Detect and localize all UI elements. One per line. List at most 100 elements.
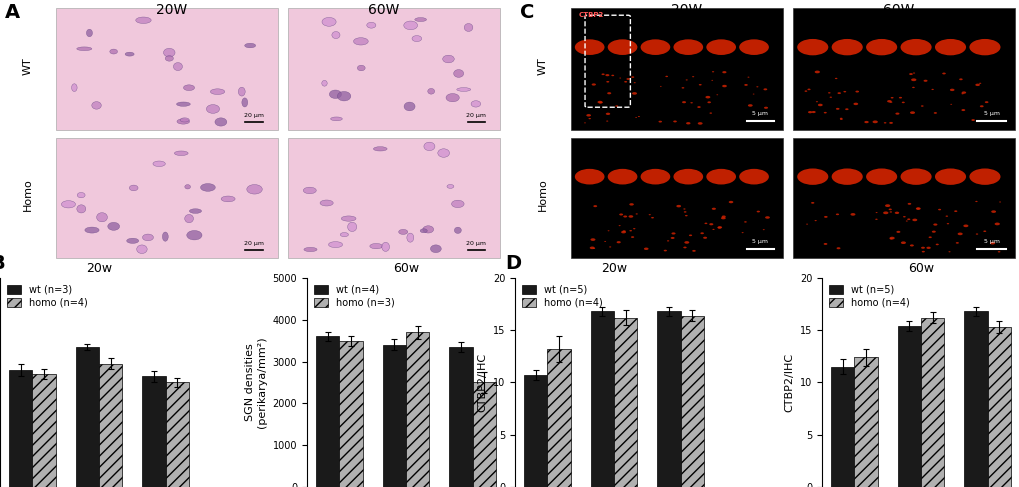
Circle shape [605, 112, 609, 115]
Circle shape [608, 246, 610, 247]
Circle shape [631, 76, 634, 78]
Text: 20 μm: 20 μm [466, 241, 486, 246]
Circle shape [958, 78, 962, 80]
Circle shape [950, 104, 951, 105]
Circle shape [619, 77, 621, 78]
Circle shape [728, 201, 733, 203]
Bar [75, 347, 99, 487]
Circle shape [605, 81, 608, 83]
Circle shape [920, 247, 924, 249]
Bar [657, 311, 680, 487]
Ellipse shape [412, 36, 421, 41]
Circle shape [747, 76, 749, 78]
Circle shape [906, 219, 909, 220]
Circle shape [705, 39, 736, 55]
Circle shape [592, 248, 594, 249]
Circle shape [836, 108, 839, 110]
Circle shape [804, 91, 807, 92]
Circle shape [629, 230, 632, 231]
Circle shape [839, 118, 842, 120]
Circle shape [884, 204, 890, 207]
Ellipse shape [424, 142, 434, 150]
Circle shape [633, 82, 635, 83]
Ellipse shape [163, 48, 175, 57]
Legend: wt (n=4), homo (n=3): wt (n=4), homo (n=3) [312, 283, 396, 310]
Text: CTBP2: CTBP2 [579, 12, 603, 18]
Ellipse shape [303, 187, 316, 194]
Ellipse shape [330, 117, 342, 121]
Circle shape [697, 106, 700, 108]
Circle shape [974, 201, 976, 202]
Circle shape [739, 169, 768, 185]
Circle shape [915, 207, 920, 210]
Bar [680, 316, 703, 487]
Ellipse shape [174, 151, 187, 155]
Circle shape [889, 122, 892, 124]
Circle shape [835, 213, 839, 215]
Ellipse shape [206, 105, 219, 113]
Circle shape [921, 251, 924, 252]
Ellipse shape [304, 247, 317, 252]
Circle shape [716, 226, 721, 228]
Circle shape [814, 71, 819, 74]
Circle shape [942, 73, 945, 75]
Circle shape [797, 169, 827, 185]
Circle shape [648, 214, 650, 215]
Circle shape [889, 238, 892, 240]
Circle shape [692, 250, 695, 252]
Circle shape [835, 78, 837, 79]
Bar [406, 332, 429, 487]
Ellipse shape [61, 201, 75, 208]
Ellipse shape [76, 47, 92, 51]
Circle shape [894, 212, 899, 214]
Circle shape [705, 96, 709, 98]
Circle shape [910, 78, 915, 81]
Circle shape [890, 97, 893, 98]
Circle shape [968, 39, 1000, 56]
Circle shape [945, 216, 947, 217]
Circle shape [702, 237, 706, 239]
Y-axis label: CTBP2/IHC: CTBP2/IHC [477, 353, 487, 412]
Circle shape [920, 105, 923, 107]
Ellipse shape [331, 32, 339, 38]
Circle shape [889, 211, 892, 213]
Ellipse shape [367, 22, 376, 28]
Bar [590, 311, 613, 487]
Circle shape [683, 211, 686, 213]
Circle shape [830, 39, 862, 56]
Circle shape [968, 169, 1000, 185]
Circle shape [961, 92, 965, 94]
Circle shape [711, 71, 713, 73]
Ellipse shape [329, 90, 341, 98]
Circle shape [902, 216, 905, 218]
Ellipse shape [173, 62, 182, 71]
Ellipse shape [442, 55, 453, 63]
Circle shape [909, 244, 913, 246]
Circle shape [604, 74, 608, 76]
Text: 20W: 20W [671, 2, 702, 17]
Ellipse shape [92, 102, 101, 109]
Circle shape [888, 208, 891, 210]
Text: B: B [0, 254, 4, 273]
Bar [830, 367, 854, 487]
Circle shape [934, 39, 965, 56]
Bar [33, 374, 56, 487]
Circle shape [671, 237, 674, 239]
Circle shape [685, 79, 687, 80]
Circle shape [911, 87, 914, 88]
Circle shape [865, 169, 897, 185]
Circle shape [607, 230, 609, 231]
Ellipse shape [210, 89, 224, 94]
Circle shape [989, 242, 995, 244]
Bar [570, 8, 782, 131]
Text: WT: WT [537, 57, 547, 75]
Ellipse shape [453, 227, 461, 233]
Ellipse shape [357, 65, 365, 71]
Circle shape [721, 71, 726, 74]
Y-axis label: SGN densities
(perikarya/mm²): SGN densities (perikarya/mm²) [246, 337, 267, 428]
Circle shape [659, 86, 661, 87]
Circle shape [811, 111, 815, 113]
Bar [570, 138, 782, 258]
Ellipse shape [71, 84, 77, 92]
Circle shape [937, 209, 941, 210]
